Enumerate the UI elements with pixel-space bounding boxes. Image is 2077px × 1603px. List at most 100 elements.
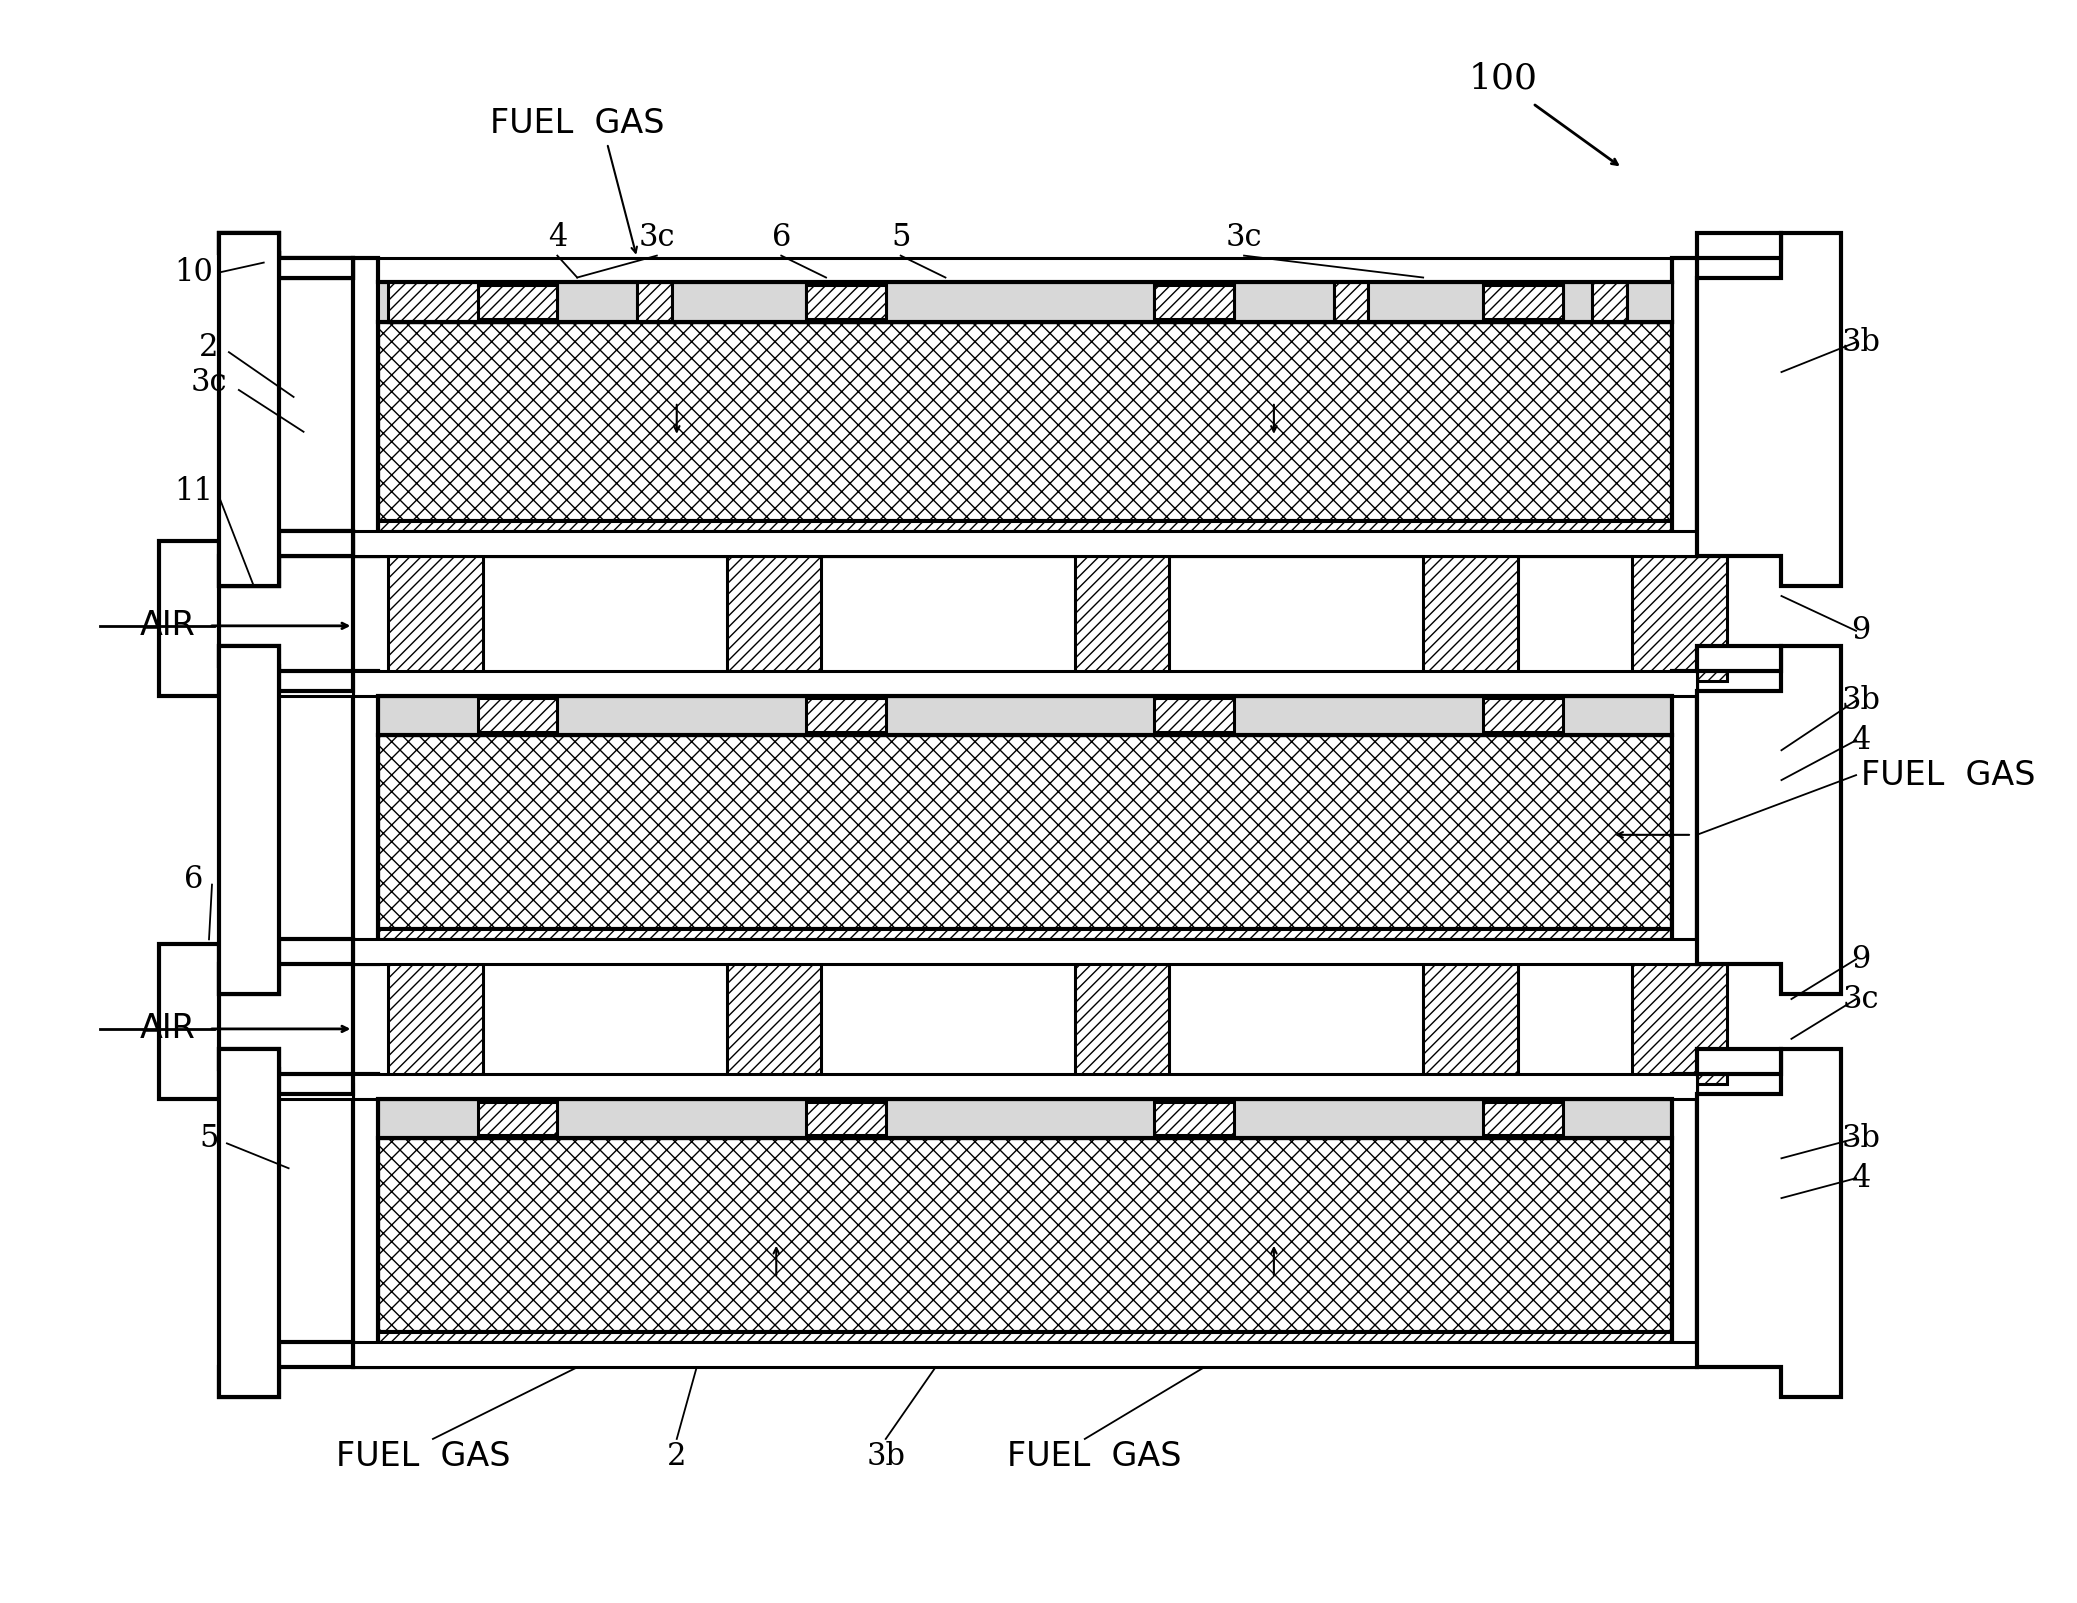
Text: 3b: 3b	[1842, 327, 1880, 357]
Text: 3c: 3c	[191, 367, 226, 398]
Polygon shape	[1155, 285, 1234, 319]
Polygon shape	[1333, 282, 1369, 322]
Polygon shape	[1423, 556, 1518, 681]
Text: 3c: 3c	[638, 223, 675, 253]
Polygon shape	[1423, 959, 1518, 1084]
Polygon shape	[727, 959, 820, 1084]
Polygon shape	[218, 646, 353, 691]
Polygon shape	[160, 944, 218, 1098]
Text: 3b: 3b	[1842, 684, 1880, 717]
Polygon shape	[1672, 1074, 1697, 1367]
Text: FUEL  GAS: FUEL GAS	[1861, 758, 2035, 792]
Polygon shape	[353, 670, 1697, 696]
Polygon shape	[1697, 646, 1782, 670]
Polygon shape	[1697, 232, 1782, 258]
Polygon shape	[1155, 699, 1234, 733]
Polygon shape	[388, 959, 482, 1084]
Text: 2: 2	[199, 332, 218, 362]
Polygon shape	[378, 521, 1672, 531]
Polygon shape	[478, 285, 557, 319]
Polygon shape	[353, 258, 1697, 282]
Polygon shape	[388, 282, 482, 322]
Polygon shape	[1633, 556, 1726, 681]
Polygon shape	[1512, 282, 1657, 322]
Polygon shape	[478, 285, 557, 319]
Polygon shape	[482, 282, 638, 322]
Polygon shape	[806, 1101, 885, 1135]
Text: FUEL  GAS: FUEL GAS	[490, 107, 665, 139]
Polygon shape	[378, 736, 1672, 930]
Polygon shape	[218, 1084, 353, 1098]
Polygon shape	[378, 1098, 1672, 1138]
Text: 3c: 3c	[1225, 223, 1263, 253]
Text: 3c: 3c	[1842, 984, 1880, 1015]
Polygon shape	[1626, 282, 1672, 322]
Text: 3b: 3b	[866, 1441, 906, 1473]
Polygon shape	[218, 232, 353, 277]
Polygon shape	[1483, 285, 1562, 319]
Polygon shape	[1483, 285, 1562, 319]
Polygon shape	[1074, 959, 1169, 1084]
Text: 100: 100	[1468, 61, 1537, 96]
Polygon shape	[218, 1048, 353, 1093]
Text: 6: 6	[185, 864, 204, 894]
Polygon shape	[353, 670, 378, 965]
Polygon shape	[378, 322, 1672, 521]
Polygon shape	[806, 699, 885, 733]
Text: 10: 10	[174, 256, 214, 289]
Polygon shape	[1074, 556, 1169, 681]
Text: 4: 4	[1851, 725, 1871, 755]
Polygon shape	[218, 646, 278, 994]
Polygon shape	[806, 285, 885, 319]
Text: AIR: AIR	[139, 609, 195, 643]
Polygon shape	[378, 930, 1672, 939]
Text: 6: 6	[771, 223, 791, 253]
Polygon shape	[353, 1074, 378, 1367]
Polygon shape	[378, 1332, 1672, 1342]
Polygon shape	[727, 556, 820, 681]
Polygon shape	[1155, 285, 1234, 319]
Polygon shape	[1284, 282, 1454, 322]
Text: 4: 4	[1851, 1162, 1871, 1194]
Polygon shape	[478, 699, 557, 733]
Text: AIR: AIR	[139, 1013, 195, 1045]
Polygon shape	[1697, 1048, 1840, 1398]
Polygon shape	[388, 282, 588, 322]
Polygon shape	[353, 1342, 1697, 1367]
Polygon shape	[378, 282, 1672, 322]
Text: 2: 2	[667, 1441, 687, 1473]
Polygon shape	[1697, 646, 1840, 994]
Polygon shape	[353, 959, 1697, 1084]
Polygon shape	[353, 556, 1697, 681]
Text: 9: 9	[1851, 616, 1871, 646]
Text: 5: 5	[891, 223, 910, 253]
Polygon shape	[638, 282, 671, 322]
Polygon shape	[1697, 232, 1840, 587]
Polygon shape	[378, 696, 1672, 736]
Polygon shape	[806, 282, 1005, 322]
Text: 9: 9	[1851, 944, 1871, 975]
Polygon shape	[160, 542, 218, 696]
Polygon shape	[218, 531, 353, 587]
Polygon shape	[218, 939, 353, 994]
Polygon shape	[806, 285, 885, 319]
Polygon shape	[478, 1101, 557, 1135]
Polygon shape	[218, 944, 353, 959]
Text: 3b: 3b	[1842, 1122, 1880, 1154]
Polygon shape	[388, 556, 482, 681]
Polygon shape	[671, 282, 820, 322]
Text: FUEL  GAS: FUEL GAS	[336, 1441, 511, 1473]
Polygon shape	[218, 681, 353, 696]
Polygon shape	[218, 232, 278, 587]
Polygon shape	[1633, 959, 1726, 1084]
Polygon shape	[1483, 699, 1562, 733]
Polygon shape	[820, 282, 856, 322]
Polygon shape	[1155, 1101, 1234, 1135]
Text: 4: 4	[548, 223, 567, 253]
Polygon shape	[856, 282, 1333, 322]
Text: 5: 5	[199, 1122, 218, 1154]
Polygon shape	[1697, 1048, 1782, 1074]
Polygon shape	[1369, 282, 1593, 322]
Text: 11: 11	[174, 476, 214, 507]
Polygon shape	[1672, 258, 1697, 556]
